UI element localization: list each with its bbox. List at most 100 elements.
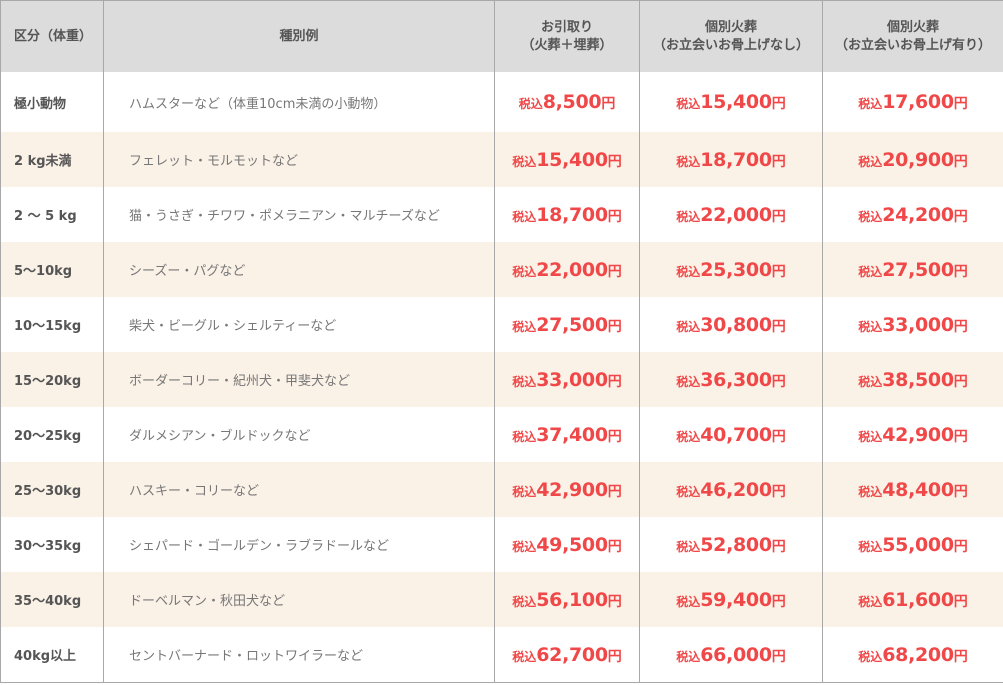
yen-unit: 円	[607, 373, 622, 390]
species-example-cell: シーズー・パグなど	[103, 242, 495, 297]
species-example-cell: 猫・うさぎ・チワワ・ポメラニアン・マルチーズなど	[103, 187, 495, 242]
price-cell-individual-attend: 税込27,500円	[822, 242, 1003, 297]
tax-included-label: 税込	[512, 374, 537, 389]
price-amount: 68,200	[882, 643, 954, 666]
species-example-cell: ハスキー・コリーなど	[103, 462, 495, 517]
table-row: 15～20kg ボーダーコリー・紀州犬・甲斐犬など 税込33,000円 税込36,30…	[0, 352, 1003, 407]
header-sublabel: （お立会いお骨上げ有り）	[834, 37, 991, 53]
price-cell-pickup: 税込56,100円	[494, 572, 640, 627]
yen-unit: 円	[607, 153, 622, 170]
tax-included-label: 税込	[858, 154, 883, 169]
price-cell-individual-no-attend: 税込15,400円	[639, 72, 823, 132]
price-cell-individual-no-attend: 税込40,700円	[639, 407, 823, 462]
header-label: 個別火葬	[886, 19, 939, 35]
yen-unit: 円	[953, 428, 968, 445]
species-example-cell: ハムスターなど（体重10cm未満の小動物）	[103, 72, 495, 132]
price-cell-individual-no-attend: 税込22,000円	[639, 187, 823, 242]
tax-included-label: 税込	[676, 649, 701, 664]
weight-class-cell: 25～30kg	[0, 462, 104, 517]
yen-unit: 円	[601, 96, 616, 112]
price-amount: 38,500	[882, 368, 954, 391]
price-cell-individual-no-attend: 税込66,000円	[639, 627, 823, 683]
header-species-example: 種別例	[103, 0, 495, 72]
tax-included-label: 税込	[512, 209, 537, 224]
header-label: お引取り	[540, 19, 593, 35]
price-amount: 17,600	[882, 91, 954, 113]
price-amount: 46,200	[700, 478, 772, 501]
tax-included-label: 税込	[858, 594, 883, 609]
table-row: 20～25kg ダルメシアン・ブルドックなど 税込37,400円 税込40,700円税…	[0, 407, 1003, 462]
price-amount: 49,500	[536, 533, 608, 556]
header-pickup: お引取り （火葬＋埋葬）	[494, 0, 640, 72]
tax-included-label: 税込	[676, 539, 701, 554]
tax-included-label: 税込	[676, 97, 701, 111]
header-label: 個別火葬	[704, 19, 757, 35]
table-row: 10～15kg 柴犬・ビーグル・シェルティーなど 税込27,500円 税込30,800…	[0, 297, 1003, 352]
yen-unit: 円	[607, 538, 622, 555]
header-sublabel: （火葬＋埋葬）	[521, 37, 613, 53]
weight-class-cell: 2 ～ 5 kg	[0, 187, 104, 242]
tax-included-label: 税込	[858, 649, 883, 664]
tax-included-label: 税込	[512, 319, 537, 334]
yen-unit: 円	[607, 263, 622, 280]
price-cell-individual-attend: 税込17,600円	[822, 72, 1003, 132]
price-amount: 42,900	[536, 478, 608, 501]
price-cell-individual-attend: 税込38,500円	[822, 352, 1003, 407]
header-weight-class: 区分（体重）	[0, 0, 104, 72]
yen-unit: 円	[771, 593, 786, 610]
tax-included-label: 税込	[512, 154, 537, 169]
yen-unit: 円	[953, 96, 968, 112]
yen-unit: 円	[771, 208, 786, 225]
price-cell-individual-no-attend: 税込30,800円	[639, 297, 823, 352]
tax-included-label: 税込	[512, 484, 537, 499]
price-amount: 20,900	[882, 148, 954, 171]
tax-included-label: 税込	[858, 484, 883, 499]
yen-unit: 円	[953, 373, 968, 390]
yen-unit: 円	[953, 593, 968, 610]
table-row: 2 kg未満 フェレット・モルモットなど 税込15,400円 税込18,700円 税込2…	[0, 132, 1003, 187]
tax-included-label: 税込	[512, 429, 537, 444]
price-cell-pickup: 税込18,700円	[494, 187, 640, 242]
price-amount: 15,400	[700, 91, 772, 113]
species-example-cell: セントバーナード・ロットワイラーなど	[103, 627, 495, 683]
price-amount: 62,700	[536, 643, 608, 666]
weight-class-cell: 2 kg未満	[0, 132, 104, 187]
yen-unit: 円	[771, 153, 786, 170]
tax-included-label: 税込	[676, 264, 701, 279]
tax-included-label: 税込	[676, 374, 701, 389]
tax-included-label: 税込	[858, 429, 883, 444]
price-cell-individual-no-attend: 税込36,300円	[639, 352, 823, 407]
table-row: 5～10kg シーズー・パグなど 税込22,000円 税込25,300円 税込27,50…	[0, 242, 1003, 297]
price-amount: 24,200	[882, 203, 954, 226]
tax-included-label: 税込	[676, 429, 701, 444]
yen-unit: 円	[953, 153, 968, 170]
species-example-cell: ドーベルマン・秋田犬など	[103, 572, 495, 627]
price-amount: 61,600	[882, 588, 954, 611]
yen-unit: 円	[771, 263, 786, 280]
price-cell-pickup: 税込15,400円	[494, 132, 640, 187]
price-cell-individual-attend: 税込48,400円	[822, 462, 1003, 517]
yen-unit: 円	[771, 373, 786, 390]
tax-included-label: 税込	[858, 374, 883, 389]
table-row: 30～35kg シェパード・ゴールデン・ラブラドールなど 税込49,500円 税込52…	[0, 517, 1003, 572]
yen-unit: 円	[607, 428, 622, 445]
price-cell-pickup: 税込37,400円	[494, 407, 640, 462]
price-cell-individual-attend: 税込61,600円	[822, 572, 1003, 627]
yen-unit: 円	[607, 208, 622, 225]
yen-unit: 円	[953, 538, 968, 555]
price-amount: 22,000	[536, 258, 608, 281]
price-cell-individual-attend: 税込33,000円	[822, 297, 1003, 352]
price-cell-individual-attend: 税込24,200円	[822, 187, 1003, 242]
price-amount: 25,300	[700, 258, 772, 281]
price-amount: 27,500	[536, 313, 608, 336]
price-amount: 27,500	[882, 258, 954, 281]
price-cell-individual-no-attend: 税込18,700円	[639, 132, 823, 187]
yen-unit: 円	[771, 428, 786, 445]
price-cell-pickup: 税込33,000円	[494, 352, 640, 407]
weight-class-cell: 5～10kg	[0, 242, 104, 297]
yen-unit: 円	[607, 648, 622, 665]
species-example-cell: シェパード・ゴールデン・ラブラドールなど	[103, 517, 495, 572]
price-amount: 52,800	[700, 533, 772, 556]
yen-unit: 円	[771, 483, 786, 500]
